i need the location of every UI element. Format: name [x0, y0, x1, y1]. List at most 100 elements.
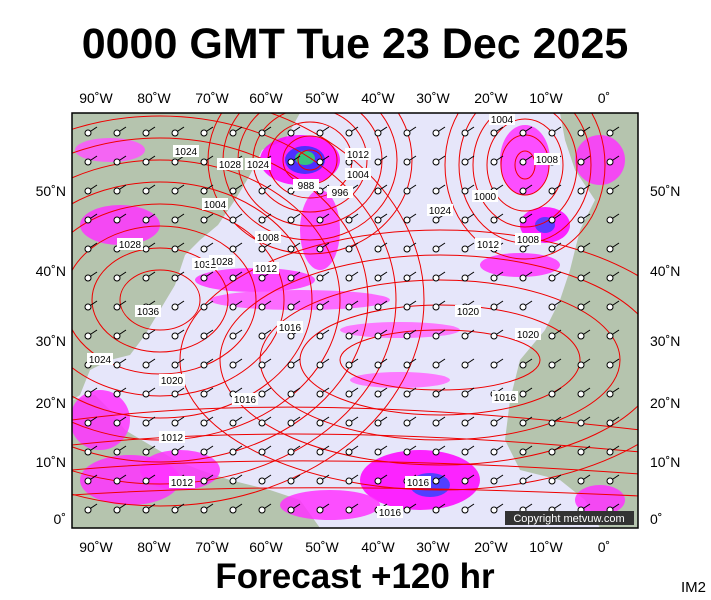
station	[577, 361, 585, 369]
station	[432, 332, 440, 340]
station	[432, 390, 440, 398]
isobar-label-box	[209, 255, 235, 267]
station	[432, 448, 440, 456]
station	[113, 419, 121, 427]
frame	[71, 112, 639, 529]
station	[432, 477, 440, 485]
isobar	[72, 203, 285, 397]
station	[345, 448, 353, 456]
station	[548, 245, 556, 253]
station	[113, 361, 121, 369]
isobar-label-box	[427, 204, 453, 216]
isobar-label: 1008	[517, 235, 540, 246]
isobar	[72, 113, 425, 507]
isobar-label: 996	[332, 188, 349, 199]
isobar-label: 1000	[474, 192, 497, 203]
station	[432, 216, 440, 224]
isobar-label-box	[492, 391, 518, 403]
station	[84, 245, 92, 253]
station	[142, 187, 150, 195]
station	[432, 303, 440, 311]
isobar-label: 1016	[379, 508, 402, 519]
isobar-label-box	[475, 238, 501, 250]
station	[316, 448, 324, 456]
isobar-label: 1012	[477, 240, 500, 251]
isobar-label: 1004	[491, 115, 514, 126]
station	[490, 477, 498, 485]
isobar-label: 1012	[161, 433, 184, 444]
station	[113, 477, 121, 485]
station	[606, 216, 614, 224]
isobar-label-box	[345, 148, 371, 160]
station	[606, 390, 614, 398]
precip-area	[575, 485, 625, 515]
station	[519, 274, 527, 282]
isobar-label: 1016	[279, 323, 302, 334]
station	[200, 303, 208, 311]
lon-label-top: 20˚W	[474, 90, 508, 106]
station	[200, 448, 208, 456]
isobar-label-box	[345, 168, 371, 180]
station	[316, 303, 324, 311]
station	[606, 303, 614, 311]
isobar-label-box	[277, 321, 303, 333]
copyright: Copyright metvuw.com	[513, 513, 624, 525]
station	[403, 361, 411, 369]
station	[258, 390, 266, 398]
station	[316, 332, 324, 340]
isobar-label-box	[117, 238, 143, 250]
station	[171, 216, 179, 224]
station	[113, 303, 121, 311]
station	[461, 332, 469, 340]
station	[490, 158, 498, 166]
isobar-label: 1020	[517, 330, 540, 341]
lat-label-right: 40˚N	[650, 263, 680, 279]
station	[142, 332, 150, 340]
station	[374, 216, 382, 224]
station	[577, 245, 585, 253]
station	[345, 245, 353, 253]
precip-area	[340, 322, 460, 338]
station	[258, 216, 266, 224]
isobar-label: 1020	[161, 376, 184, 387]
lat-label-left: 20˚N	[36, 395, 66, 411]
isobar-label: 1004	[347, 170, 370, 181]
station	[490, 216, 498, 224]
station	[403, 448, 411, 456]
station	[113, 129, 121, 137]
isobar-label: 1016	[234, 395, 257, 406]
station	[548, 332, 556, 340]
isobars	[72, 113, 638, 507]
station	[461, 361, 469, 369]
isobar-label-box	[293, 179, 319, 191]
station	[142, 361, 150, 369]
isobar-label-box	[515, 328, 541, 340]
station	[200, 477, 208, 485]
station	[229, 361, 237, 369]
station	[229, 245, 237, 253]
isobar-label-box	[534, 153, 560, 165]
station	[345, 216, 353, 224]
station	[374, 332, 382, 340]
station	[461, 129, 469, 137]
isobar	[91, 247, 229, 353]
station	[287, 216, 295, 224]
station	[461, 448, 469, 456]
station	[374, 303, 382, 311]
station	[374, 129, 382, 137]
isobar-label: 1012	[347, 150, 370, 161]
station	[200, 158, 208, 166]
station	[316, 245, 324, 253]
isobar	[72, 181, 313, 419]
station	[606, 274, 614, 282]
station	[287, 129, 295, 137]
lon-label-bottom: 50˚W	[305, 539, 339, 555]
lon-label-top: 70˚W	[195, 90, 229, 106]
station	[403, 506, 411, 514]
station	[171, 303, 179, 311]
isobar	[207, 113, 413, 255]
station	[519, 216, 527, 224]
station	[316, 390, 324, 398]
